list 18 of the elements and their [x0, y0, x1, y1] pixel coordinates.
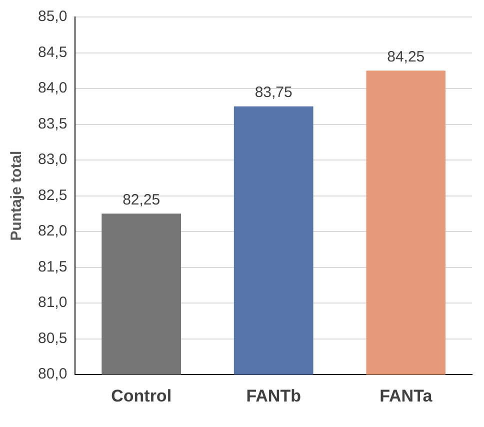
- y-tick-label: 81,5: [38, 258, 68, 276]
- x-tick-label: FANTa: [380, 386, 433, 406]
- y-tick-label: 83,5: [38, 115, 68, 132]
- y-tick-label: 83,0: [38, 151, 68, 168]
- y-tick-label: 82,0: [38, 222, 68, 240]
- x-tick-label: FANTb: [246, 386, 301, 406]
- y-tick-label: 85,0: [38, 8, 68, 26]
- y-tick-label: 81,0: [38, 294, 68, 312]
- y-tick-label: 82,5: [38, 186, 68, 204]
- data-label: 82,25: [122, 191, 160, 208]
- y-tick-label: 84,5: [38, 44, 68, 61]
- y-tick-label: 80,0: [38, 366, 68, 383]
- y-axis-title: Puntaje total: [8, 150, 26, 241]
- x-tick-label: Control: [111, 386, 172, 406]
- y-tick-label: 84,0: [38, 80, 68, 97]
- data-label: 83,75: [254, 84, 292, 102]
- y-tick-label: 80,5: [38, 330, 68, 347]
- data-label: 84,25: [387, 48, 425, 66]
